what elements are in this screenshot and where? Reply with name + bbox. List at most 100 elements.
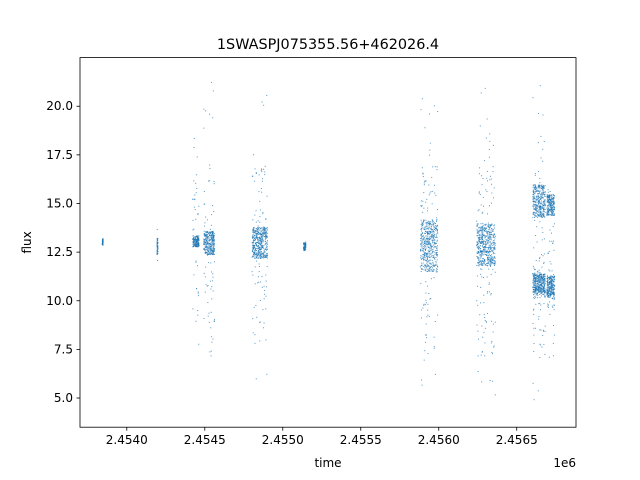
data-point	[258, 238, 260, 240]
data-point	[539, 207, 541, 209]
data-point	[254, 180, 256, 182]
data-point	[427, 256, 429, 258]
data-point	[208, 248, 210, 250]
data-point	[211, 245, 213, 247]
data-point	[257, 282, 259, 284]
data-point	[426, 237, 428, 239]
data-point	[430, 221, 432, 223]
data-point	[260, 227, 262, 229]
data-point	[482, 226, 484, 228]
data-point	[423, 254, 425, 256]
data-point	[538, 171, 540, 173]
data-point	[553, 294, 555, 296]
data-point	[304, 243, 306, 245]
data-point	[430, 247, 432, 249]
data-point	[481, 236, 483, 238]
data-point	[197, 236, 199, 238]
data-point	[207, 242, 209, 244]
data-point	[552, 204, 554, 206]
data-point	[539, 288, 541, 290]
data-point	[429, 266, 431, 268]
data-point	[535, 207, 537, 209]
data-point	[478, 248, 480, 250]
data-point	[543, 279, 545, 281]
data-point	[492, 253, 494, 255]
data-point	[551, 204, 553, 206]
data-point	[421, 236, 423, 238]
data-point	[482, 250, 484, 252]
data-point	[421, 206, 423, 208]
data-point	[421, 230, 423, 232]
data-point	[253, 248, 255, 250]
data-point	[196, 239, 198, 241]
data-point	[486, 191, 488, 193]
data-point	[543, 283, 545, 285]
data-point	[552, 200, 554, 202]
data-point	[553, 200, 555, 202]
data-point	[207, 244, 209, 246]
data-point	[254, 250, 256, 252]
data-point	[266, 252, 268, 254]
data-point	[485, 240, 487, 242]
data-point	[431, 203, 433, 205]
data-point	[484, 251, 486, 253]
data-point	[427, 243, 429, 245]
data-point	[304, 248, 306, 250]
data-point	[212, 237, 214, 239]
data-point	[539, 284, 541, 286]
data-point	[256, 255, 258, 257]
data-point	[554, 213, 555, 215]
data-point	[539, 178, 541, 180]
data-point	[203, 242, 205, 244]
data-point	[264, 251, 266, 253]
data-point	[253, 256, 255, 258]
data-point	[427, 264, 429, 266]
data-point	[258, 251, 260, 253]
data-point	[210, 242, 212, 244]
data-point	[430, 266, 432, 268]
data-point	[258, 229, 260, 231]
data-point	[539, 289, 541, 291]
data-point	[434, 166, 436, 168]
data-point	[304, 245, 306, 247]
data-point	[213, 241, 215, 243]
data-point	[547, 201, 549, 203]
data-point	[251, 256, 253, 258]
data-point	[539, 272, 541, 274]
data-point	[425, 302, 427, 304]
data-point	[425, 333, 427, 335]
data-point	[430, 222, 432, 224]
data-point	[481, 175, 483, 177]
data-point	[487, 237, 489, 239]
data-point	[434, 373, 436, 375]
data-point	[193, 237, 195, 239]
data-point	[428, 265, 430, 267]
data-point	[541, 216, 543, 218]
data-point	[484, 224, 486, 226]
data-point	[265, 235, 267, 237]
data-point	[487, 291, 489, 293]
data-point	[257, 238, 259, 240]
data-point	[481, 229, 483, 231]
data-point	[195, 218, 197, 220]
data-point	[203, 244, 205, 246]
data-point	[479, 263, 481, 265]
data-point	[480, 229, 482, 231]
data-point	[543, 194, 545, 196]
data-point	[431, 251, 433, 253]
data-point	[197, 214, 199, 216]
data-point	[546, 288, 548, 290]
data-point	[491, 257, 493, 259]
data-point	[421, 167, 423, 169]
data-point	[543, 281, 545, 282]
data-point	[534, 297, 536, 299]
data-point	[548, 252, 550, 254]
data-point	[209, 243, 211, 245]
data-point	[196, 243, 198, 245]
data-point	[205, 236, 207, 238]
data-point	[538, 318, 540, 320]
data-point	[491, 380, 493, 382]
data-point	[205, 252, 207, 254]
data-point	[484, 319, 486, 321]
data-point	[554, 334, 556, 336]
